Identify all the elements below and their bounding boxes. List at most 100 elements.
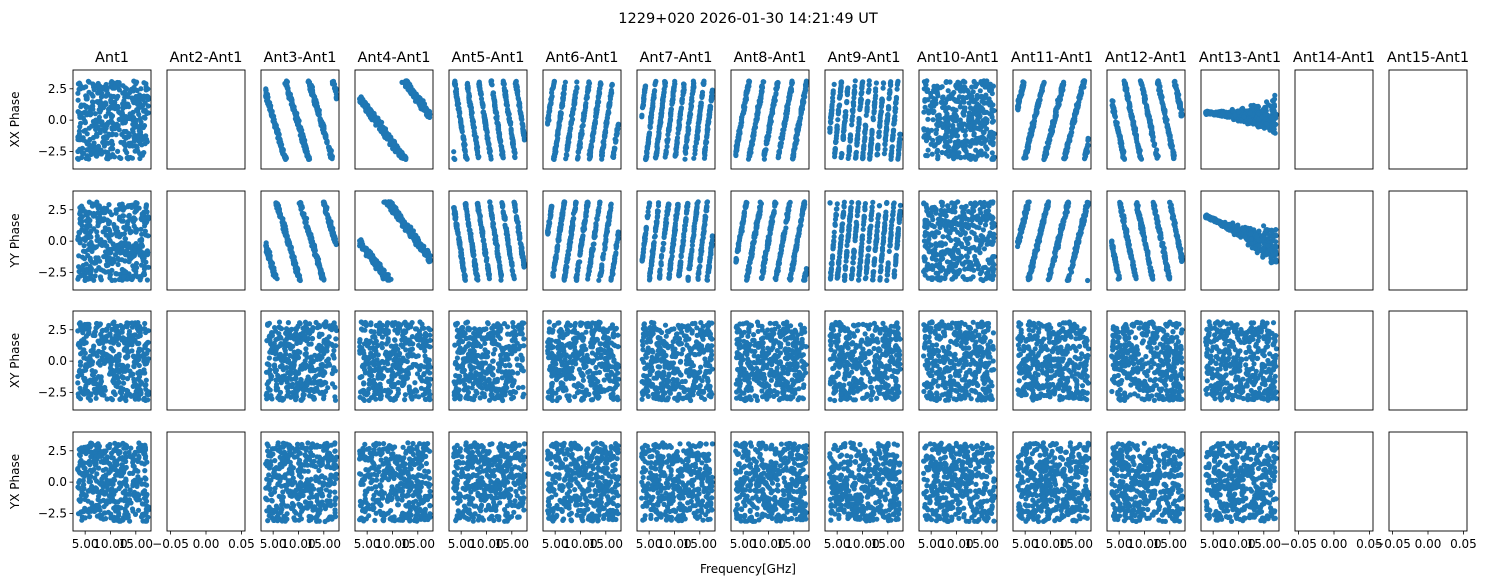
data-point — [285, 88, 291, 95]
data-point — [280, 219, 286, 225]
data-point — [145, 233, 151, 239]
data-point — [145, 96, 151, 102]
data-point — [333, 476, 339, 482]
data-point — [413, 326, 420, 332]
data-point — [102, 209, 108, 215]
data-point — [126, 104, 132, 110]
data-point — [332, 507, 338, 513]
data-point — [332, 239, 338, 245]
data-point — [85, 395, 91, 401]
data-point — [99, 349, 105, 356]
row-label-xx-phase: XX Phase — [8, 91, 22, 147]
data-point — [422, 348, 428, 354]
data-point — [309, 87, 316, 94]
data-point — [302, 351, 308, 357]
data-point — [294, 118, 300, 124]
data-point — [421, 474, 427, 480]
data-point — [423, 460, 429, 467]
data-point — [143, 360, 150, 367]
data-point — [86, 199, 92, 205]
x-tick-label: 15.00 — [307, 537, 341, 551]
data-point — [111, 93, 117, 100]
data-point — [390, 362, 396, 368]
data-point — [289, 500, 295, 507]
data-point — [402, 392, 408, 398]
data-point — [87, 223, 93, 229]
scatter-points — [75, 199, 151, 283]
data-point — [94, 446, 100, 452]
data-point — [398, 151, 404, 157]
data-point — [373, 322, 379, 329]
data-point — [409, 353, 415, 359]
data-point — [75, 328, 81, 334]
data-point — [366, 340, 372, 347]
data-point — [81, 347, 87, 353]
data-point — [112, 277, 118, 283]
data-point — [141, 272, 148, 278]
data-point — [138, 262, 145, 268]
data-point — [413, 362, 419, 368]
data-point — [83, 209, 89, 215]
data-point — [285, 320, 291, 326]
data-point — [282, 153, 288, 160]
data-point — [314, 253, 320, 259]
data-point — [143, 87, 149, 93]
data-point — [116, 353, 122, 359]
data-point — [93, 390, 99, 396]
data-point — [381, 327, 387, 333]
data-point — [408, 347, 414, 353]
data-point — [141, 216, 147, 222]
scatter-points — [263, 319, 340, 403]
data-point — [77, 209, 83, 215]
data-point — [388, 382, 395, 389]
data-point — [77, 367, 83, 373]
data-point — [120, 490, 126, 496]
data-point — [76, 80, 82, 86]
data-point — [304, 387, 310, 393]
data-point — [402, 397, 408, 403]
column-title-ant1: Ant1 — [95, 50, 129, 66]
data-point — [131, 266, 137, 273]
data-point — [277, 397, 283, 403]
data-point — [87, 112, 93, 118]
x-tick-label: 15.00 — [119, 537, 153, 551]
data-point — [427, 448, 433, 454]
data-point — [316, 322, 322, 328]
data-point — [366, 513, 372, 519]
data-point — [112, 466, 118, 472]
data-point — [131, 379, 137, 385]
scatter-points — [75, 78, 151, 162]
data-point — [127, 230, 133, 236]
data-point — [103, 232, 109, 238]
data-point — [94, 145, 100, 151]
data-point — [127, 89, 133, 96]
data-point — [378, 389, 384, 395]
data-point — [119, 373, 125, 380]
data-point — [313, 373, 319, 379]
data-point — [78, 457, 84, 464]
data-point — [121, 274, 127, 280]
data-point — [139, 231, 145, 237]
data-point — [391, 140, 397, 146]
data-point — [426, 396, 432, 402]
data-point — [100, 474, 106, 480]
data-point — [372, 117, 378, 124]
data-point — [319, 354, 325, 360]
data-point — [80, 262, 86, 269]
data-point — [133, 201, 139, 207]
data-point — [312, 94, 318, 100]
scatter-points — [357, 199, 433, 283]
data-point — [109, 79, 115, 85]
data-point — [89, 259, 95, 265]
data-point — [286, 384, 292, 390]
data-point — [303, 346, 309, 352]
data-point — [301, 468, 307, 474]
data-point — [119, 241, 125, 247]
data-point — [122, 495, 128, 501]
axes-frame — [166, 431, 246, 532]
data-point — [279, 498, 286, 504]
data-point — [293, 267, 299, 273]
data-point — [323, 206, 329, 212]
data-point — [86, 79, 92, 85]
